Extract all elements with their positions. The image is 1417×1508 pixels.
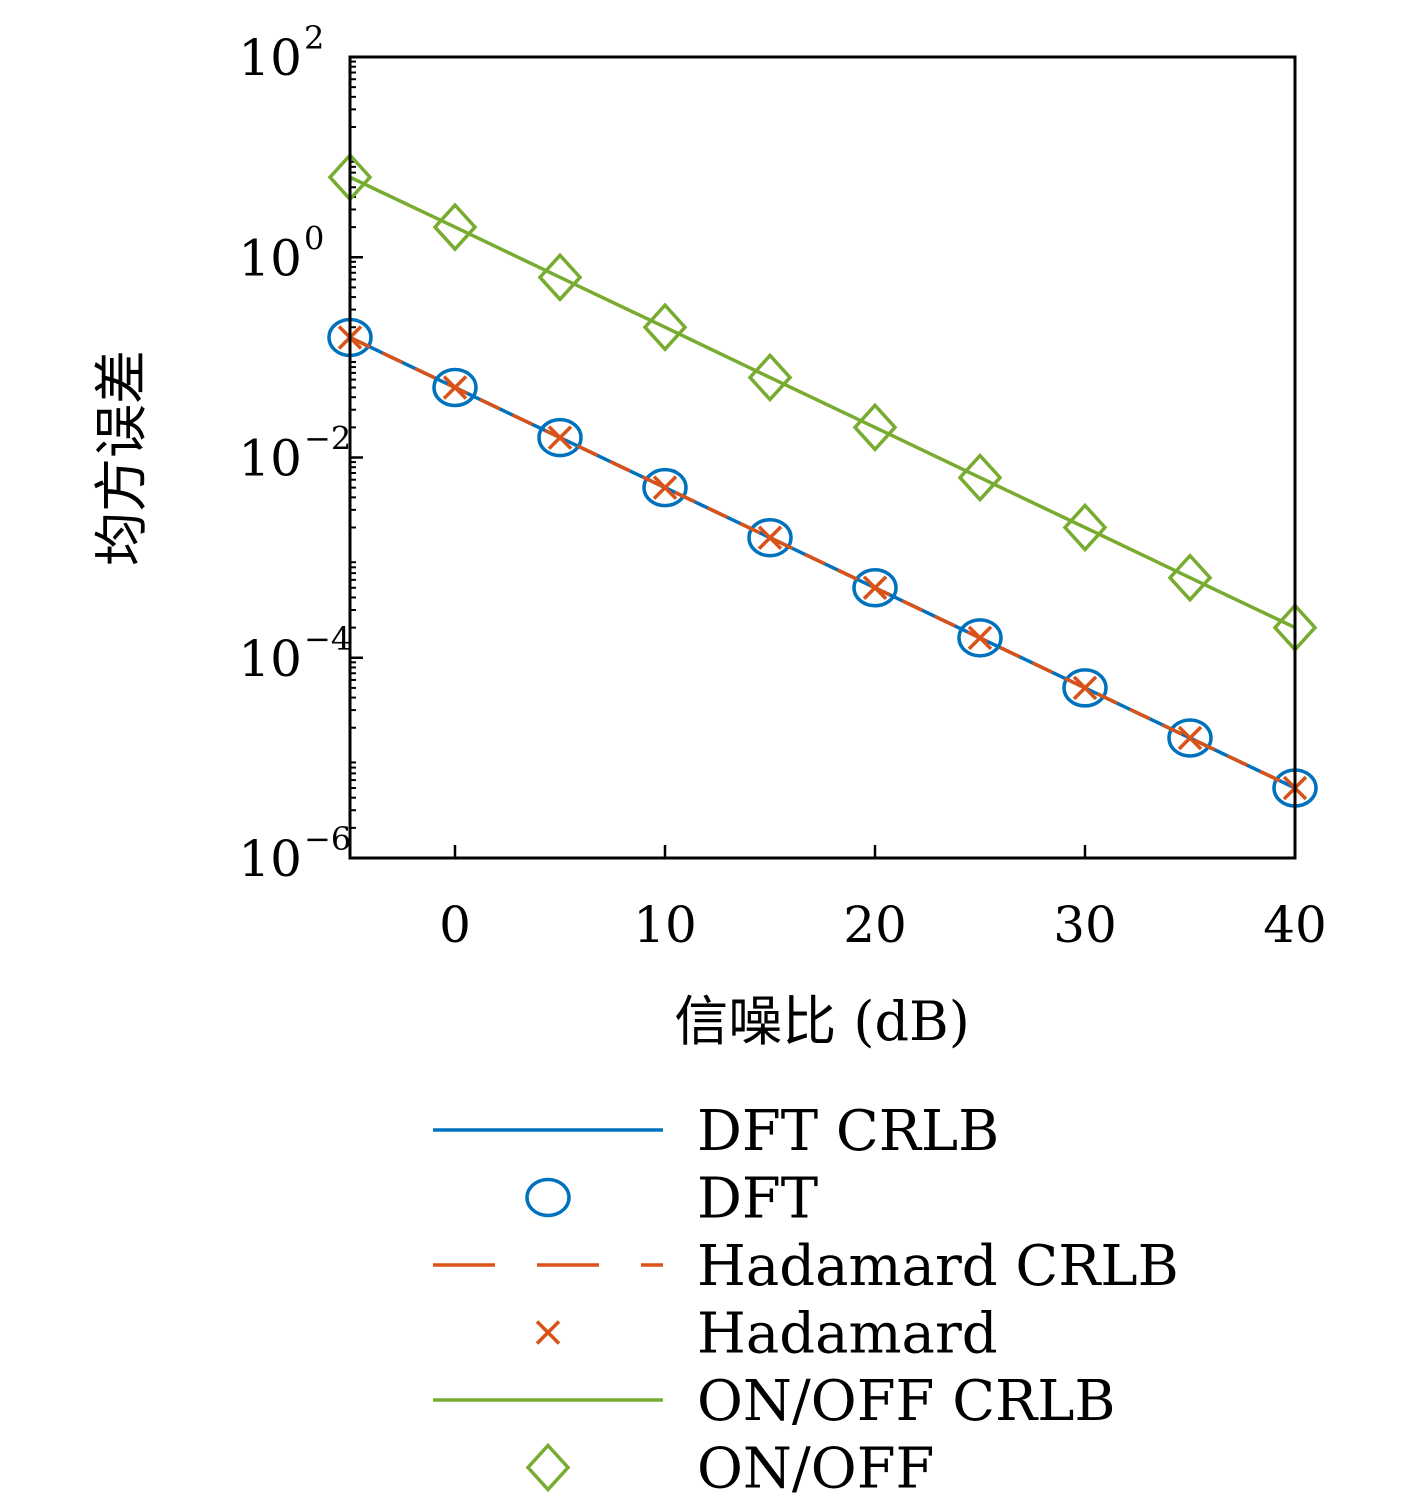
- legend-swatch-dft: [525, 1177, 571, 1218]
- y-tick-label: 10: [238, 229, 302, 287]
- on-off-marker: [957, 452, 1003, 503]
- dft-marker: [642, 467, 688, 508]
- hadamard-marker: [442, 375, 468, 400]
- y-axis-label: 均方误差: [90, 350, 153, 566]
- x-tick-label: 40: [1263, 896, 1327, 954]
- y-tick-exponent: −6: [304, 820, 351, 858]
- x-marker-stroke: [442, 375, 468, 400]
- dft-marker: [1062, 668, 1108, 708]
- hadamard-marker: [1072, 675, 1098, 701]
- x-marker-stroke: [547, 425, 573, 450]
- x-marker-stroke: [1072, 675, 1098, 701]
- x-tick-label: 30: [1053, 896, 1117, 954]
- on-off-marker: [642, 302, 688, 352]
- hadamard-crlb-line: [349, 335, 1296, 790]
- axis-ticks: [350, 55, 1297, 860]
- on-off-marker: [1167, 553, 1213, 603]
- x-marker-stroke: [652, 475, 678, 500]
- x-axis-label: 信噪比 (dB): [674, 990, 970, 1053]
- dft-marker: [852, 568, 898, 608]
- legend-label-hadamard: Hadamard: [697, 1302, 998, 1367]
- on-off-marker: [1062, 502, 1108, 553]
- dft-marker: [957, 618, 1003, 658]
- hadamard-marker: [652, 475, 678, 500]
- y-tick-label: 10: [238, 630, 302, 688]
- y-tick-label: 10: [238, 830, 302, 888]
- on-off-marker: [432, 202, 478, 252]
- series-layer: [327, 152, 1318, 808]
- on-off-crlb-line: [349, 175, 1296, 630]
- legend-label-dft-crlb: DFT CRLB: [697, 1099, 999, 1164]
- hadamard-marker: [967, 625, 993, 651]
- on-off-marker: [537, 252, 583, 302]
- on-off-marker: [747, 352, 793, 403]
- x-marker-stroke: [967, 625, 993, 651]
- x-marker-stroke: [535, 1320, 561, 1345]
- plot-frame: [348, 55, 1297, 860]
- y-tick-exponent: 2: [304, 19, 324, 57]
- y-tick-exponent: 0: [304, 219, 324, 257]
- hadamard-marker: [862, 575, 888, 601]
- legend-swatch-hadamard: [535, 1320, 561, 1345]
- x-tick-label: 10: [633, 896, 697, 954]
- y-tick-label: 10: [238, 430, 302, 488]
- hadamard-marker: [1177, 725, 1203, 751]
- legend-swatch-on-off: [525, 1442, 571, 1493]
- legend-label-dft: DFT: [697, 1167, 818, 1232]
- tick-labels: 10 210 010 −210 −410 −60 10 20 30 40: [238, 19, 1326, 954]
- y-tick-label: 10: [238, 29, 302, 87]
- dft-marker: [432, 367, 478, 408]
- y-tick-exponent: −2: [304, 420, 351, 458]
- x-marker-stroke: [757, 525, 783, 550]
- dft-marker: [537, 417, 583, 458]
- dft-marker: [1167, 718, 1213, 758]
- legend-label-on-off: ON/OFF: [697, 1437, 934, 1502]
- dft-marker: [747, 517, 793, 558]
- legend-label-on-off-crlb: ON/OFF CRLB: [697, 1369, 1116, 1434]
- x-tick-label: 20: [843, 896, 907, 954]
- hadamard-marker: [757, 525, 783, 550]
- y-tick-exponent: −4: [304, 620, 351, 658]
- hadamard-marker: [547, 425, 573, 450]
- on-off-marker: [852, 402, 898, 452]
- x-marker-stroke: [862, 575, 888, 601]
- x-tick-label: 0: [439, 896, 471, 954]
- x-marker-stroke: [1177, 725, 1203, 751]
- legend-label-hadamard-crlb: Hadamard CRLB: [697, 1234, 1179, 1299]
